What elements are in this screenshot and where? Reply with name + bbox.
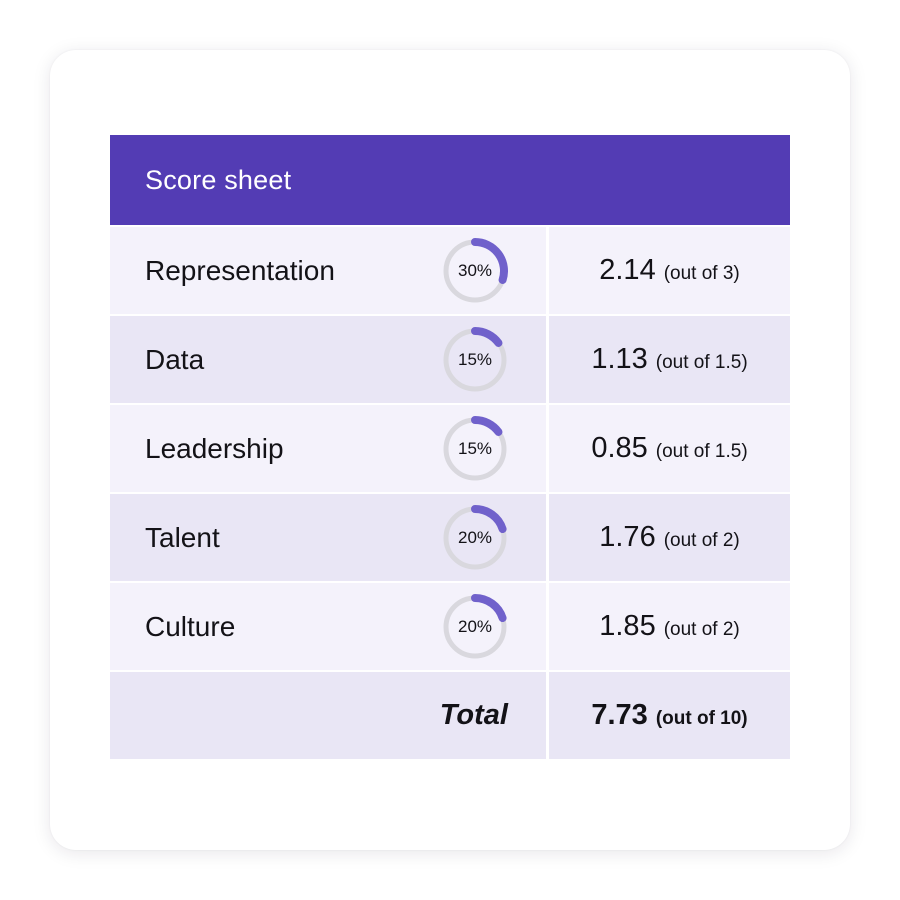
score-value: 1.76 <box>599 521 656 553</box>
total-row: Total 7.73 (out of 10) <box>110 672 790 759</box>
score-group: 2.14 (out of 3) <box>599 254 740 287</box>
score-out-of: (out of 2) <box>663 530 740 551</box>
total-label-cell: Total <box>110 672 546 759</box>
ring-arc-icon <box>471 326 503 347</box>
weight-ring: 15% <box>442 326 508 393</box>
score-group: 1.13 (out of 1.5) <box>591 343 747 376</box>
score-row: Talent 20% 1.76 (out of 2) <box>110 494 790 581</box>
score-value: 1.85 <box>599 610 656 642</box>
score-cell: 1.76 (out of 2) <box>549 494 790 581</box>
score-value: 0.85 <box>591 432 648 464</box>
ring-arc-icon <box>471 237 508 284</box>
total-score-group: 7.73 (out of 10) <box>591 699 747 732</box>
score-value: 2.14 <box>599 254 656 286</box>
score-out-of: (out of 1.5) <box>655 352 748 373</box>
weight-ring: 30% <box>442 237 508 304</box>
score-row: Culture 20% 1.85 (out of 2) <box>110 583 790 670</box>
score-out-of: (out of 3) <box>663 263 740 284</box>
weight-percent-label: 15% <box>457 349 493 369</box>
score-row: Data 15% 1.13 (out of 1.5) <box>110 316 790 403</box>
total-score-out-of: (out of 10) <box>655 708 748 729</box>
category-cell: Representation 30% <box>110 227 546 314</box>
category-cell: Talent 20% <box>110 494 546 581</box>
score-out-of: (out of 1.5) <box>655 441 748 462</box>
score-group: 1.76 (out of 2) <box>599 521 740 554</box>
weight-ring-svg <box>443 593 507 658</box>
ring-arc-icon <box>471 504 507 533</box>
ring-arc-icon <box>471 593 507 622</box>
score-row: Leadership 15% 0.85 (out of 1.5) <box>110 405 790 492</box>
total-score-value: 7.73 <box>591 699 648 731</box>
score-cell: 0.85 (out of 1.5) <box>549 405 790 492</box>
weight-ring: 20% <box>442 593 508 660</box>
category-label: Talent <box>145 521 220 553</box>
scoresheet-card: Score sheet Representation 30% 2.14 (out … <box>50 50 850 850</box>
score-table: Score sheet Representation 30% 2.14 (out … <box>110 135 790 759</box>
category-label: Culture <box>145 610 236 642</box>
weight-ring-svg <box>443 504 507 569</box>
score-group: 0.85 (out of 1.5) <box>591 432 747 465</box>
category-cell: Culture 20% <box>110 583 546 670</box>
score-cell: 1.13 (out of 1.5) <box>549 316 790 403</box>
weight-percent-label: 20% <box>457 527 493 547</box>
score-group: 1.85 (out of 2) <box>599 610 740 643</box>
weight-ring-svg <box>443 415 507 480</box>
weight-percent-label: 15% <box>457 438 493 458</box>
header-title: Score sheet <box>145 164 292 195</box>
weight-ring-svg <box>443 326 507 391</box>
ring-arc-icon <box>471 415 503 436</box>
score-cell: 1.85 (out of 2) <box>549 583 790 670</box>
total-score-cell: 7.73 (out of 10) <box>549 672 790 759</box>
score-rows: Representation 30% 2.14 (out of 3) Data <box>110 227 790 670</box>
score-out-of: (out of 2) <box>663 619 740 640</box>
total-label: Total <box>439 699 508 731</box>
weight-ring-svg <box>443 237 508 302</box>
weight-percent-label: 20% <box>457 616 493 636</box>
category-cell: Data 15% <box>110 316 546 403</box>
weight-percent-label: 30% <box>457 260 493 280</box>
weight-ring: 20% <box>442 504 508 571</box>
category-label: Data <box>145 343 205 375</box>
weight-ring: 15% <box>442 415 508 482</box>
category-cell: Leadership 15% <box>110 405 546 492</box>
category-label: Representation <box>145 254 335 286</box>
score-row: Representation 30% 2.14 (out of 3) <box>110 227 790 314</box>
table-header: Score sheet <box>110 135 790 225</box>
score-value: 1.13 <box>591 343 648 375</box>
score-cell: 2.14 (out of 3) <box>549 227 790 314</box>
category-label: Leadership <box>145 432 284 464</box>
